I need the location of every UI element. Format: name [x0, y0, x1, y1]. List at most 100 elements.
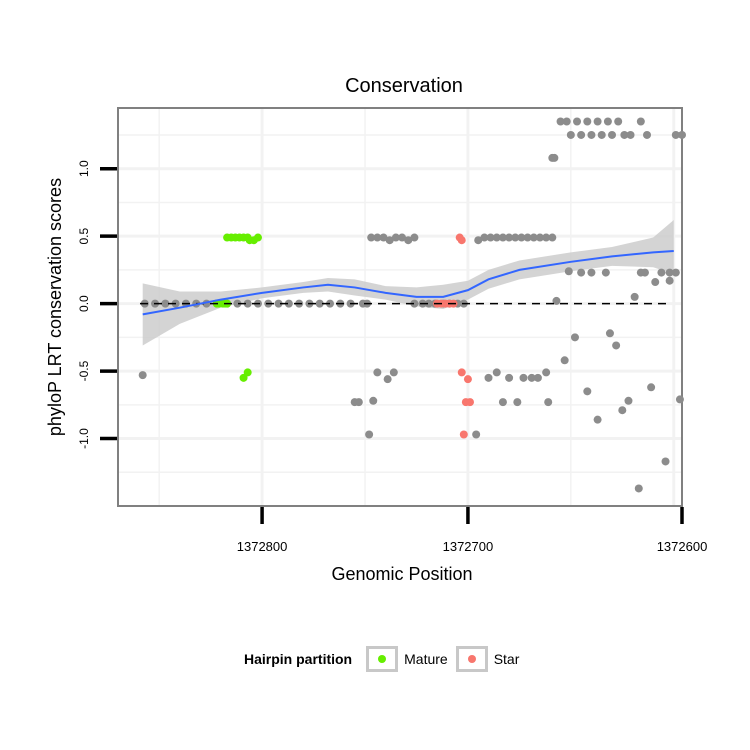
data-point-other: [601, 268, 610, 277]
data-point-other: [474, 236, 483, 245]
data-point-other: [410, 233, 419, 242]
data-point-other: [640, 268, 649, 277]
data-point-other: [523, 233, 532, 242]
y-tick-label: 1.0: [77, 160, 91, 177]
data-point-other: [517, 233, 526, 242]
legend-key-mature: [366, 646, 399, 672]
data-point-other: [560, 356, 569, 365]
data-point-other: [583, 117, 592, 126]
data-point-other: [548, 233, 557, 242]
smooth-line-layer: [140, 250, 674, 316]
data-point-other: [391, 233, 400, 242]
data-point-star: [465, 398, 474, 407]
data-point-other: [243, 299, 252, 308]
data-point-other: [570, 333, 579, 342]
axes: -1.0 -0.5 0.0 0.5 1.0 1372800 1372700 1372600: [77, 160, 707, 554]
data-point-other: [424, 299, 433, 308]
data-point-star: [457, 236, 466, 245]
smooth-trend-line: [142, 250, 674, 316]
data-point-other: [577, 268, 586, 277]
data-point-other: [533, 373, 542, 382]
data-point-other: [315, 299, 324, 308]
data-point-other: [233, 299, 242, 308]
data-point-other: [492, 233, 501, 242]
data-point-other: [556, 117, 565, 126]
data-point-other: [367, 233, 376, 242]
legend-label-star: Star: [493, 651, 520, 667]
legend: Hairpin partition Mature Star: [244, 644, 527, 674]
data-point-other: [630, 292, 639, 301]
data-point-other: [643, 130, 652, 139]
data-point-other: [620, 130, 629, 139]
data-point-other: [404, 236, 413, 245]
data-point-other: [498, 398, 507, 407]
mature-dot-icon: [378, 655, 387, 663]
data-point-other: [562, 117, 571, 126]
data-point-other: [593, 415, 602, 424]
data-point-other: [612, 341, 621, 350]
data-point-other: [608, 130, 617, 139]
data-point-other: [373, 368, 382, 377]
data-point-mature: [243, 368, 252, 377]
data-point-other: [678, 130, 686, 139]
data-point-other: [614, 117, 623, 126]
data-point-star: [463, 375, 472, 384]
data-point-other: [603, 117, 612, 126]
data-point-other: [505, 233, 514, 242]
data-point-other: [550, 153, 559, 162]
data-point-other: [624, 396, 633, 405]
data-point-other: [577, 130, 586, 139]
data-point-other: [634, 484, 643, 493]
data-point-other: [326, 299, 335, 308]
x-tick-label: 1372800: [237, 539, 288, 554]
data-point-other: [542, 233, 551, 242]
data-point-other: [552, 296, 561, 305]
chart-title: Conservation: [345, 75, 463, 97]
data-point-other: [647, 383, 656, 392]
data-point-other: [618, 406, 627, 415]
x-tick-label: 1372600: [657, 539, 708, 554]
data-point-other: [505, 373, 514, 382]
star-dot-icon: [467, 655, 476, 663]
data-point-other: [636, 117, 645, 126]
data-point-other: [472, 430, 481, 439]
y-axis-label: phyloP LRT conservation scores: [45, 178, 65, 436]
data-point-star: [457, 368, 466, 377]
data-point-other: [389, 368, 398, 377]
data-point-other: [566, 130, 575, 139]
data-point-other: [498, 233, 507, 242]
y-tick-label: 0.5: [77, 228, 91, 245]
data-point-other: [587, 130, 596, 139]
x-axis-label: Genomic Position: [331, 564, 472, 584]
x-tick-label: 1372700: [443, 539, 494, 554]
data-point-other: [274, 299, 283, 308]
data-point-other: [365, 430, 374, 439]
data-point-other: [593, 117, 602, 126]
data-point-other: [597, 130, 606, 139]
data-point-other: [161, 299, 170, 308]
data-point-other: [587, 268, 596, 277]
data-point-other: [284, 299, 293, 308]
data-point-other: [665, 268, 674, 277]
data-point-other: [369, 396, 378, 405]
y-tick-label: -1.0: [77, 428, 91, 449]
data-point-other: [138, 371, 147, 380]
y-tick-label: 0.0: [77, 295, 91, 312]
y-tick-label: -0.5: [77, 360, 91, 381]
data-point-other: [651, 278, 660, 287]
data-point-other: [671, 130, 680, 139]
data-point-other: [671, 268, 680, 277]
grid-lines: [119, 109, 681, 505]
data-point-other: [484, 373, 493, 382]
data-point-other: [354, 398, 363, 407]
data-point-other: [486, 233, 495, 242]
data-point-other: [383, 375, 392, 384]
data-point-other: [529, 233, 538, 242]
data-point-other: [535, 233, 544, 242]
data-point-other: [385, 236, 394, 245]
data-point-other: [564, 267, 573, 276]
data-point-star: [459, 430, 468, 439]
data-point-other: [410, 299, 419, 308]
data-point-other: [480, 233, 489, 242]
